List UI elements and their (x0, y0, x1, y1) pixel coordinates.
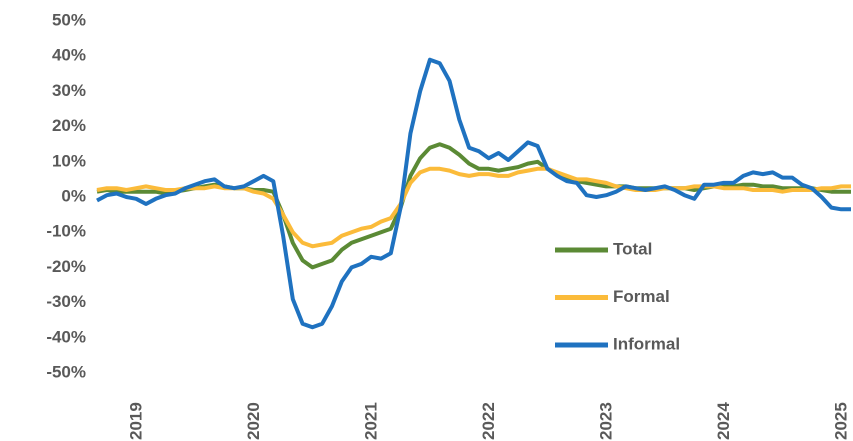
legend-label: Informal (613, 334, 680, 353)
y-tick-label: 30% (52, 81, 86, 100)
y-tick-label: -50% (46, 362, 86, 381)
x-tick-label: 2019 (127, 402, 146, 440)
y-tick-label: -40% (46, 327, 86, 346)
y-tick-label: 10% (52, 151, 86, 170)
y-tick-label: 50% (52, 10, 86, 29)
y-tick-label: -20% (46, 257, 86, 276)
series-line (96, 142, 851, 270)
y-tick-label: -30% (46, 292, 86, 311)
y-tick-label: 0% (61, 186, 86, 205)
x-tick-label: 2021 (362, 402, 381, 440)
series-line (96, 166, 851, 249)
legend-label: Formal (613, 287, 670, 306)
y-tick-label: 40% (52, 46, 86, 65)
y-tick-label: 20% (52, 116, 86, 135)
legend-label: Total (613, 239, 652, 258)
series-line (96, 57, 851, 330)
x-tick-label: 2025 (832, 402, 851, 440)
x-tick-label: 2022 (479, 402, 498, 440)
x-tick-label: 2023 (597, 402, 616, 440)
x-tick-label: 2024 (714, 402, 733, 440)
x-tick-label: 2020 (244, 402, 263, 440)
y-tick-label: -10% (46, 222, 86, 241)
